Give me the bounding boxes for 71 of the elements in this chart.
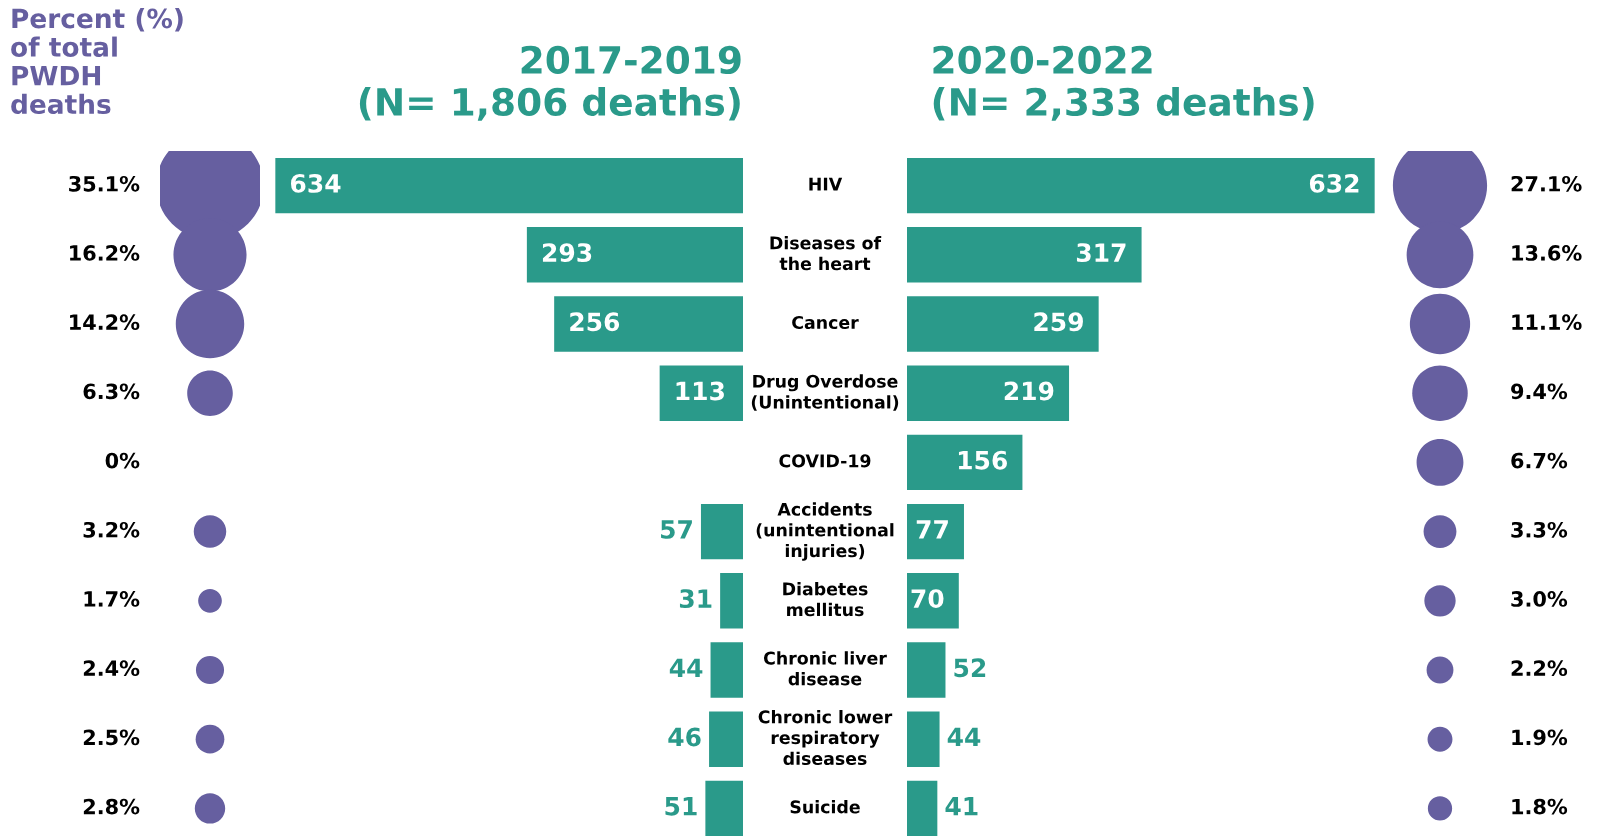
data-label: 3.3% — [1511, 521, 1568, 538]
y-tick-label: Diseases of the heart — [770, 236, 882, 271]
y-tick-label: Drug Overdose (Unintentional) — [751, 374, 899, 411]
bar — [907, 296, 1099, 352]
data-label: 317 — [1076, 243, 1126, 263]
y-tick-label: Cancer — [792, 315, 859, 330]
data-label: 2.5% — [83, 729, 140, 746]
data-label: 14.2% — [70, 314, 140, 331]
data-label: 31 — [679, 589, 712, 609]
data-label: 0% — [105, 452, 140, 469]
data-label: 3.0% — [1511, 591, 1568, 607]
data-label: 3.2% — [83, 521, 140, 538]
data-label: 632 — [1309, 173, 1359, 193]
data-label: 256 — [570, 312, 620, 332]
data-label: 2.4% — [83, 660, 140, 677]
data-label: 9.4% — [1511, 383, 1568, 400]
bar — [907, 642, 946, 698]
chart-title: 2017-2019 (N= 1,806 deaths) — [359, 45, 741, 121]
data-label: 293 — [542, 243, 592, 263]
data-label: 70 — [911, 589, 944, 609]
bar — [700, 503, 743, 560]
bar — [907, 365, 1070, 421]
y-tick-label: COVID-19 — [779, 454, 871, 468]
data-label: 156 — [958, 450, 1007, 470]
data-label: 35.1% — [69, 175, 140, 192]
bar — [907, 711, 940, 767]
data-label: 6.7% — [1511, 452, 1568, 469]
data-label: 52 — [954, 658, 986, 678]
bar — [720, 573, 743, 629]
data-label: 6.3% — [83, 383, 140, 400]
bar — [907, 434, 1023, 491]
data-label: 219 — [1004, 381, 1054, 401]
data-label: 51 — [665, 797, 697, 816]
data-label: 77 — [916, 520, 948, 539]
data-label: 2.2% — [1511, 660, 1568, 677]
data-label: 1.8% — [1512, 798, 1568, 815]
data-label: 1.7% — [84, 591, 140, 607]
data-label: 46 — [668, 727, 701, 747]
bar — [709, 711, 743, 767]
data-label: 2.8% — [83, 798, 140, 815]
bar — [526, 227, 743, 283]
y-tick-label: Diabetes mellitus — [783, 582, 868, 617]
data-label: 16.2% — [70, 245, 140, 261]
bar — [710, 642, 743, 698]
data-label: 634 — [290, 173, 341, 193]
bar — [907, 503, 964, 560]
bar — [659, 365, 743, 421]
data-label: 113 — [676, 381, 724, 401]
bar — [907, 227, 1142, 283]
y-tick-label: Chronic liver disease — [763, 651, 887, 686]
y-tick-label: Accidents (unintentional injuries) — [756, 502, 894, 561]
y-tick-label: Chronic lower respiratory diseases — [758, 709, 893, 766]
bar — [554, 296, 743, 352]
data-label: 44 — [669, 658, 703, 677]
data-label: 1.9% — [1512, 729, 1568, 746]
bar — [275, 157, 743, 214]
text: Percent (%) of total PWDH deaths — [11, 8, 183, 115]
chart-title: 2020-2022 (N= 2,333 deaths) — [933, 45, 1314, 121]
y-tick-label: HIV — [809, 177, 843, 191]
bar — [907, 780, 938, 836]
data-label: 57 — [661, 520, 692, 539]
bar — [907, 157, 1375, 214]
data-label: 11.1% — [1512, 314, 1582, 331]
data-label: 27.1% — [1511, 175, 1582, 192]
y-tick-label: Suicide — [790, 800, 860, 814]
data-label: 259 — [1034, 312, 1083, 332]
data-label: 44 — [947, 727, 981, 747]
bar — [907, 573, 959, 629]
data-label: 41 — [945, 797, 978, 816]
data-label: 13.6% — [1512, 245, 1582, 261]
bar — [705, 780, 743, 836]
